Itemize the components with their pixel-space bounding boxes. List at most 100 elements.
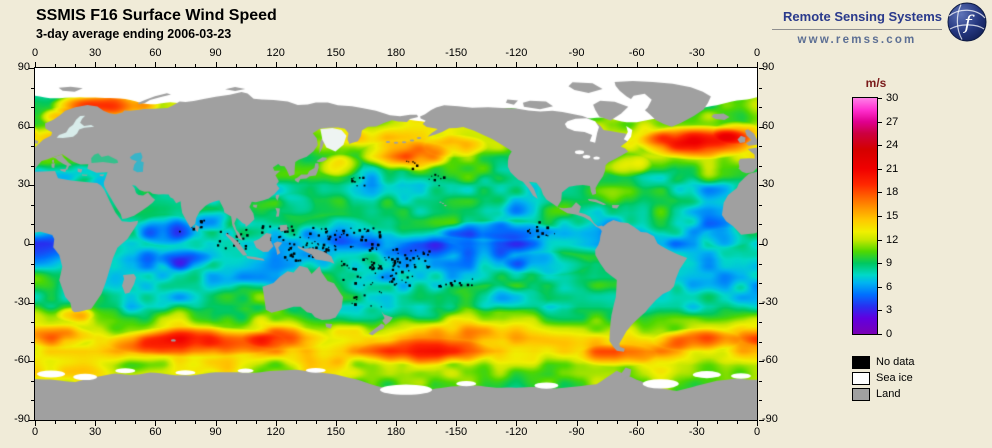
lon-tick [75, 421, 77, 424]
colorbar-tick [878, 334, 882, 335]
lon-tick [736, 64, 738, 67]
colorbar-tick [878, 286, 882, 288]
lon-tick [576, 421, 578, 426]
lon-tick [516, 62, 518, 67]
lon-tick-label: -150 [445, 47, 468, 59]
page-title: SSMIS F16 Surface Wind Speed [36, 7, 277, 24]
globe-logo-icon: f [947, 2, 987, 42]
brand-url-link[interactable]: www.remss.com [797, 34, 917, 46]
lat-tick [759, 126, 764, 128]
lon-tick-label: 30 [89, 47, 102, 59]
lat-tick [29, 68, 34, 69]
lon-tick [596, 421, 598, 424]
lat-tick [759, 107, 762, 109]
legend-label: Sea ice [876, 372, 913, 384]
lat-tick [31, 146, 34, 148]
lon-tick [315, 421, 317, 424]
lat-tick-label: 90 [762, 61, 775, 73]
lat-tick [759, 244, 764, 245]
lon-tick [656, 421, 658, 424]
lon-tick [556, 64, 558, 67]
lon-tick [476, 64, 478, 67]
lon-tick [95, 62, 97, 67]
colorbar-tick-label: 24 [886, 139, 899, 152]
lat-tick [31, 224, 34, 226]
lat-tick [759, 185, 764, 187]
page-subtitle: 3-day average ending 2006-03-23 [36, 27, 232, 41]
colorbar-tick [878, 216, 882, 217]
lon-tick [476, 421, 478, 424]
lat-tick-label: -30 [14, 295, 30, 308]
lat-tick [759, 420, 764, 421]
lon-tick [295, 64, 297, 67]
lon-tick-label: 150 [326, 426, 345, 438]
lon-tick [696, 62, 698, 67]
lat-tick-label: 30 [762, 178, 775, 191]
colorbar-tick-label: 15 [886, 210, 899, 222]
lon-tick [135, 421, 137, 424]
legend-row: Land [852, 387, 915, 401]
lon-tick [175, 64, 177, 67]
lat-tick-label: -60 [14, 354, 30, 367]
lon-tick [75, 64, 77, 67]
legend-label: No data [876, 356, 915, 368]
lon-tick-label: 150 [326, 47, 345, 59]
lon-tick-label: 180 [386, 47, 406, 59]
lon-tick [496, 64, 498, 67]
lon-tick [736, 421, 738, 424]
lon-tick [696, 421, 698, 426]
lat-tick [31, 107, 34, 109]
lat-tick-label: 0 [23, 237, 30, 249]
lon-tick [235, 421, 237, 424]
lon-tick [355, 64, 357, 67]
colorbar-tick-label: 27 [886, 115, 899, 128]
lon-tick [115, 64, 117, 67]
lon-tick-label: 90 [209, 47, 222, 59]
lat-tick-label: -30 [762, 295, 778, 308]
lon-tick-label: -150 [445, 426, 468, 438]
lon-tick [175, 421, 177, 424]
lat-tick [31, 283, 34, 285]
lat-tick [759, 341, 762, 343]
colorbar-tick-label: 12 [886, 233, 899, 246]
lon-tick-label: -120 [505, 47, 528, 59]
lon-tick [275, 62, 277, 67]
lat-tick [31, 400, 34, 402]
brand-name: Remote Sensing Systems [783, 9, 942, 24]
lon-tick [375, 421, 377, 424]
lon-tick-label: -90 [568, 426, 585, 438]
lon-tick [536, 64, 538, 67]
lon-tick [155, 421, 157, 426]
lon-tick [456, 62, 458, 67]
lon-tick [436, 64, 438, 67]
lon-tick [335, 421, 337, 426]
lat-tick-label: -90 [762, 413, 778, 425]
colorbar-gradient [852, 97, 878, 335]
lat-tick-label: -60 [762, 354, 778, 367]
legend-swatch [852, 387, 870, 401]
lat-tick [31, 322, 34, 324]
lat-tick [759, 68, 764, 69]
lon-tick [135, 64, 137, 67]
lon-tick [757, 62, 758, 67]
lon-tick [576, 62, 578, 67]
lon-tick [516, 421, 518, 426]
lon-tick [195, 64, 197, 67]
lon-tick-label: 0 [753, 426, 761, 438]
lon-tick [436, 421, 438, 424]
lat-tick [759, 87, 762, 89]
colorbar-tick-label: 0 [886, 328, 893, 340]
colorbar-tick-label: 3 [886, 304, 893, 317]
lon-tick [115, 421, 117, 424]
lon-tick [656, 64, 658, 67]
legend-row: Sea ice [852, 371, 915, 385]
lon-tick [215, 62, 217, 67]
lon-tick [596, 64, 598, 67]
colorbar-unit-label: m/s [865, 76, 887, 90]
colorbar-tick-label: 21 [886, 162, 899, 175]
brand-divider [772, 29, 942, 30]
colorbar-tick-label: 30 [886, 92, 899, 104]
lon-tick [235, 64, 237, 67]
lon-tick [396, 421, 397, 426]
lon-tick [496, 421, 498, 424]
